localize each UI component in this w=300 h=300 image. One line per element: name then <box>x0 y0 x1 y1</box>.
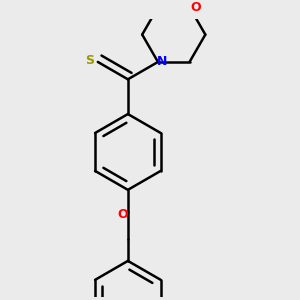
Text: O: O <box>117 208 128 221</box>
Text: O: O <box>190 1 201 14</box>
Text: S: S <box>85 54 94 67</box>
Text: N: N <box>157 56 167 68</box>
